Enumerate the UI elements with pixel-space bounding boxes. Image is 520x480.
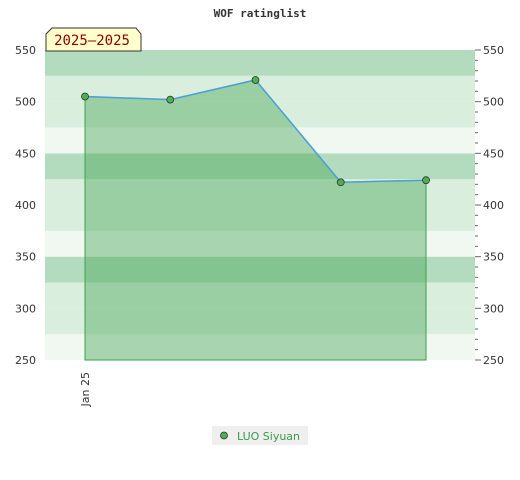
data-point[interactable] xyxy=(166,95,175,104)
right-y-axis: 250 300 350 400 450 500 550 xyxy=(475,44,504,367)
data-point[interactable] xyxy=(422,176,430,185)
x-tick-label: Jan 25 xyxy=(79,372,92,407)
background-band xyxy=(45,334,475,360)
legend-box xyxy=(212,426,308,445)
legend[interactable]: LUO Siyuan xyxy=(212,426,308,445)
left-y-axis: 250 300 350 400 450 500 550 xyxy=(15,44,36,367)
background-band xyxy=(45,205,475,231)
y-tick-label-left: 450 xyxy=(15,147,36,160)
background-band xyxy=(45,153,475,180)
y-tick-label-left: 550 xyxy=(15,44,36,57)
background-band xyxy=(45,230,475,257)
background-band xyxy=(45,101,475,128)
y-tick-label-right: 400 xyxy=(483,199,504,212)
y-tick-label-right: 450 xyxy=(483,147,504,160)
y-tick-label-right: 550 xyxy=(483,44,504,57)
data-point[interactable] xyxy=(336,178,345,187)
data-point[interactable] xyxy=(251,76,260,84)
background-band xyxy=(45,179,475,205)
y-tick-label-right: 350 xyxy=(483,251,504,264)
chart-title: WOF ratinglist xyxy=(214,7,307,20)
background-band xyxy=(45,127,475,154)
season-badge: 2025—2025 xyxy=(45,27,142,52)
data-points xyxy=(81,76,430,187)
data-point[interactable] xyxy=(81,92,89,101)
y-tick-label-right: 250 xyxy=(483,354,504,367)
background-bands xyxy=(45,50,475,360)
background-band xyxy=(45,282,475,309)
x-axis: Jan 25 xyxy=(79,372,92,407)
legend-label: LUO Siyuan xyxy=(237,430,300,443)
background-band xyxy=(45,308,475,335)
legend-marker-icon xyxy=(220,431,228,440)
y-tick-label-right: 500 xyxy=(483,96,504,109)
background-band xyxy=(45,50,475,76)
y-tick-label-left: 400 xyxy=(15,199,36,212)
y-tick-label-left: 500 xyxy=(15,96,36,109)
y-tick-label-left: 350 xyxy=(15,251,36,264)
background-band xyxy=(45,256,475,283)
season-badge-label: 2025—2025 xyxy=(54,33,130,49)
season-badge-shape xyxy=(45,27,142,52)
y-tick-label-left: 250 xyxy=(15,354,36,367)
y-tick-label-left: 300 xyxy=(15,302,36,315)
y-tick-label-right: 300 xyxy=(483,302,504,315)
